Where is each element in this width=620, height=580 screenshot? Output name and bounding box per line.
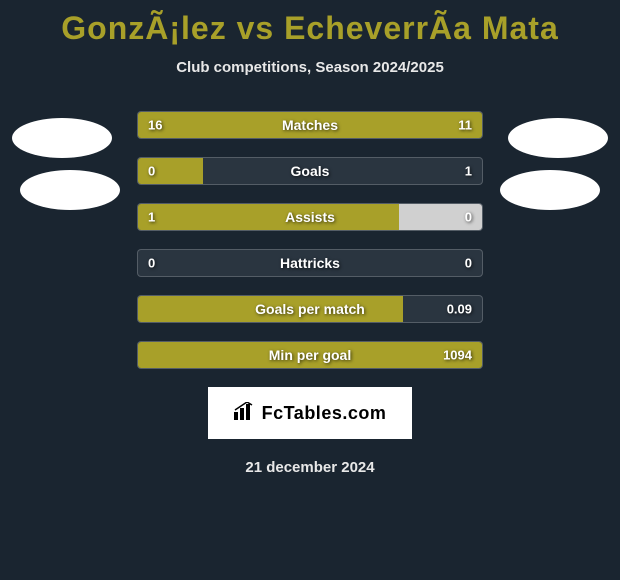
stat-label: Hattricks <box>280 255 340 271</box>
player-left-avatar-2 <box>20 170 120 210</box>
stat-value-left: 1 <box>148 210 155 225</box>
brand-logo: FcTables.com <box>208 387 412 439</box>
stat-row: Min per goal 1094 <box>137 341 483 369</box>
stat-value-right: 11 <box>458 118 472 133</box>
stat-fill-left <box>138 204 399 230</box>
brand-text: FcTables.com <box>262 403 387 424</box>
player-right-avatar-1 <box>508 118 608 158</box>
stat-row: Assists 1 0 <box>137 203 483 231</box>
stat-row: Goals per match 0.09 <box>137 295 483 323</box>
player-right-avatar-2 <box>500 170 600 210</box>
comparison-subtitle: Club competitions, Season 2024/2025 <box>0 59 620 76</box>
stat-value-left: 16 <box>148 118 162 133</box>
stat-value-right: 0.09 <box>447 302 472 317</box>
comparison-title: GonzÃ¡lez vs EcheverrÃ­a Mata <box>0 0 620 47</box>
stat-value-right: 0 <box>465 210 472 225</box>
stat-value-right: 1 <box>465 164 472 179</box>
stat-value-left: 0 <box>148 164 155 179</box>
stat-label: Goals <box>291 163 330 179</box>
stat-label: Min per goal <box>269 347 351 363</box>
player-left-avatar-1 <box>12 118 112 158</box>
stat-row: Goals 0 1 <box>137 157 483 185</box>
stat-row: Matches 16 11 <box>137 111 483 139</box>
stat-label: Assists <box>285 209 335 225</box>
stat-label: Goals per match <box>255 301 365 317</box>
stat-row: Hattricks 0 0 <box>137 249 483 277</box>
stat-value-right: 0 <box>465 256 472 271</box>
date-label: 21 december 2024 <box>0 459 620 476</box>
stats-container: Matches1611Goals01Assists10Hattricks00Go… <box>137 111 483 369</box>
chart-icon <box>234 402 256 425</box>
stat-value-left: 0 <box>148 256 155 271</box>
stat-label: Matches <box>282 117 338 133</box>
stat-value-right: 1094 <box>443 348 472 363</box>
